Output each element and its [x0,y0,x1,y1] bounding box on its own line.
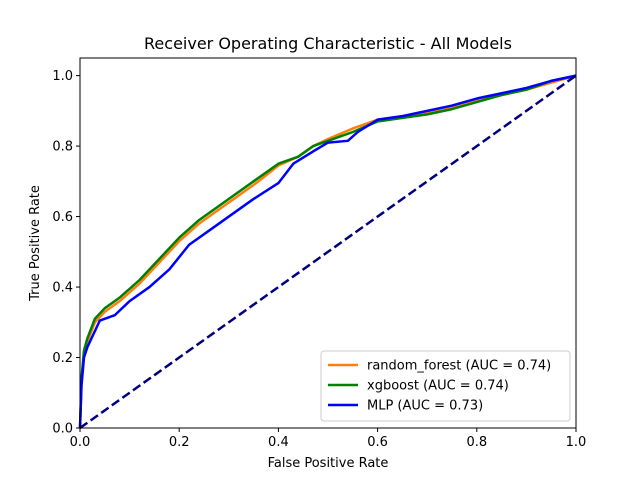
x-tick-label: 0.0 [70,435,91,450]
x-axis-ticks: 0.0 0.2 0.4 0.6 0.8 1.0 [70,428,587,450]
x-tick-label: 0.4 [268,435,289,450]
legend-label: xgboost (AUC = 0.74) [367,379,509,394]
y-axis-ticks: 0.0 0.2 0.4 0.6 0.8 1.0 [52,69,80,437]
y-tick-label: 0.8 [52,140,73,155]
x-tick-label: 0.2 [169,435,190,450]
y-tick-label: 0.6 [52,210,73,225]
series-line-0 [78,74,577,429]
series-line-1 [78,74,577,429]
series-line-2 [78,74,577,429]
legend: random_forest (AUC = 0.74) xgboost (AUC =… [320,350,571,422]
plot-frame [79,57,577,429]
y-tick-label: 0.0 [52,422,73,437]
y-tick-label: 0.4 [52,281,73,296]
y-tick-label: 1.0 [52,69,73,84]
chance-diagonal-line [79,74,577,430]
x-tick-label: 0.6 [367,435,388,450]
y-tick-label: 0.2 [52,351,73,366]
chart-title: Receiver Operating Characteristic - All … [144,34,512,53]
legend-label: random_forest (AUC = 0.74) [367,359,551,374]
legend-label: MLP (AUC = 0.73) [367,399,483,414]
x-tick-label: 1.0 [566,435,587,450]
series-layer [78,74,577,430]
legend-box [320,350,571,422]
x-axis-label: False Positive Rate [268,456,389,471]
x-tick-label: 0.8 [466,435,487,450]
y-axis-label: True Positive Rate [28,185,43,302]
